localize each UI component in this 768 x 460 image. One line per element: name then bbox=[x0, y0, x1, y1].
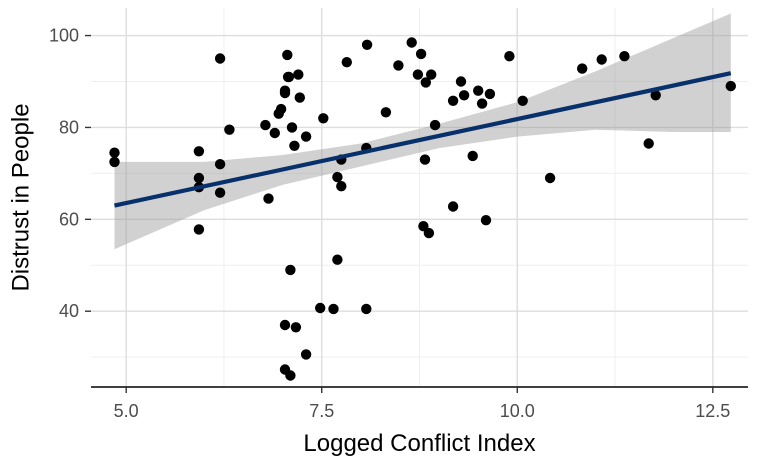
data-point bbox=[332, 171, 343, 183]
data-point bbox=[419, 154, 431, 165]
data-point bbox=[650, 90, 661, 101]
data-point bbox=[332, 254, 343, 265]
data-point bbox=[380, 107, 392, 118]
data-point bbox=[420, 77, 431, 88]
data-point bbox=[193, 146, 205, 157]
data-point bbox=[193, 172, 205, 184]
data-point bbox=[283, 71, 295, 83]
data-point bbox=[393, 60, 404, 71]
data-point bbox=[473, 85, 484, 96]
data-point bbox=[412, 69, 424, 80]
data-point bbox=[290, 322, 302, 333]
data-point bbox=[109, 147, 120, 158]
data-point bbox=[279, 85, 291, 96]
data-point bbox=[279, 319, 291, 331]
data-point bbox=[341, 57, 352, 68]
data-point bbox=[361, 39, 373, 50]
data-point bbox=[214, 187, 226, 198]
confidence-band bbox=[114, 13, 731, 250]
data-point bbox=[214, 159, 226, 170]
data-point bbox=[447, 95, 459, 107]
data-point bbox=[300, 349, 312, 360]
tick-labels-layer: 5.0 7.5 10.0 12.5 40 60 80 100 bbox=[49, 26, 730, 421]
data-point bbox=[193, 224, 205, 235]
fit-line bbox=[114, 71, 732, 208]
data-point bbox=[725, 80, 736, 92]
data-point bbox=[286, 122, 298, 133]
data-point bbox=[544, 172, 556, 184]
x-tick-label: 10.0 bbox=[500, 401, 535, 421]
data-point bbox=[476, 98, 488, 109]
confidence-band-layer bbox=[114, 13, 731, 250]
data-point bbox=[455, 76, 467, 87]
data-point bbox=[429, 119, 441, 131]
data-point bbox=[517, 95, 528, 107]
data-point bbox=[318, 113, 329, 124]
data-point bbox=[285, 264, 296, 276]
x-tick-label: 5.0 bbox=[114, 401, 139, 421]
data-point bbox=[484, 88, 496, 100]
data-point bbox=[109, 156, 120, 168]
data-point bbox=[426, 69, 437, 80]
y-tick-label: 40 bbox=[59, 301, 79, 321]
data-point bbox=[415, 48, 427, 60]
fit-line-layer bbox=[114, 71, 732, 208]
data-point bbox=[577, 63, 588, 74]
x-tick-label: 7.5 bbox=[309, 401, 334, 421]
data-point bbox=[289, 140, 300, 151]
data-point bbox=[643, 138, 654, 149]
data-point bbox=[224, 124, 235, 135]
x-tick-label: 12.5 bbox=[695, 401, 730, 421]
data-point bbox=[275, 103, 287, 115]
data-point bbox=[294, 92, 305, 103]
y-tick-label: 60 bbox=[59, 209, 79, 229]
data-point bbox=[293, 69, 304, 80]
data-point bbox=[263, 193, 274, 204]
x-axis-title: Logged Conflict Index bbox=[303, 430, 535, 457]
data-point bbox=[480, 215, 492, 226]
data-point bbox=[214, 53, 226, 64]
data-point bbox=[423, 227, 435, 239]
data-point bbox=[619, 51, 630, 62]
y-tick-label: 100 bbox=[49, 26, 79, 46]
y-axis-title: Distrust in People bbox=[7, 103, 34, 291]
data-point bbox=[504, 51, 515, 62]
data-point bbox=[269, 127, 280, 139]
data-point bbox=[300, 131, 312, 142]
data-point bbox=[361, 303, 372, 315]
y-tick-label: 80 bbox=[59, 117, 79, 137]
data-point bbox=[285, 370, 296, 381]
data-point bbox=[596, 54, 607, 65]
data-point bbox=[328, 303, 339, 315]
data-point bbox=[458, 90, 470, 101]
data-point bbox=[467, 150, 478, 162]
data-point bbox=[406, 37, 417, 48]
data-point bbox=[336, 181, 347, 192]
data-point bbox=[315, 302, 326, 314]
data-point bbox=[282, 49, 293, 61]
data-point bbox=[260, 119, 271, 131]
data-point bbox=[447, 201, 459, 212]
